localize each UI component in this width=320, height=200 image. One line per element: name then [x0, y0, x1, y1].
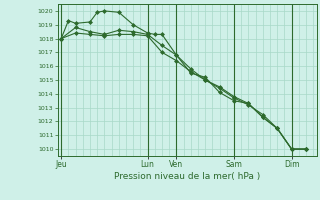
X-axis label: Pression niveau de la mer( hPa ): Pression niveau de la mer( hPa ): [114, 172, 260, 181]
